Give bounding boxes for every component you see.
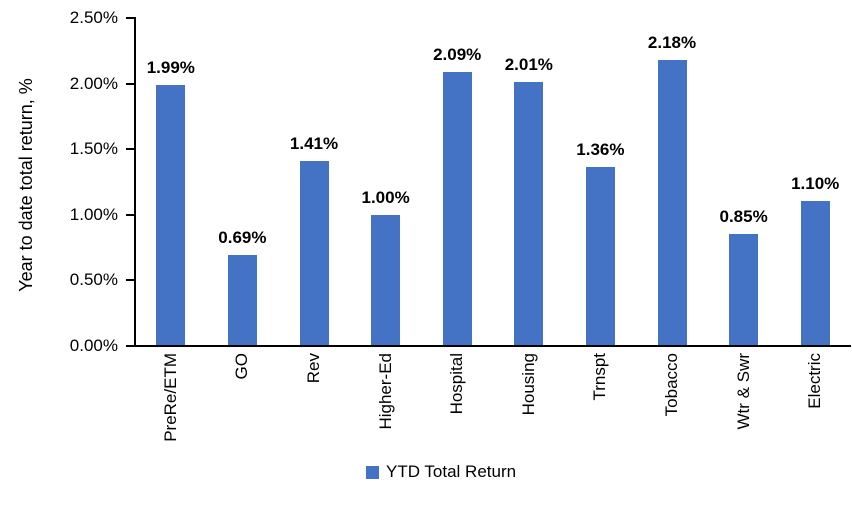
y-tick-label: 1.00% [69,204,118,224]
bar-value-label: 1.99% [146,57,195,77]
y-tick-mark [126,279,135,281]
bar-Wtr & Swr [729,234,759,346]
bar-PreRe/ETM [156,84,186,346]
bar-GO [227,255,257,346]
y-tick-label: 0.50% [69,270,118,289]
bar-Higher-Ed [371,214,401,346]
x-category-label: GO [232,353,252,380]
x-category-label: Housing [518,353,538,416]
x-category-label: Higher-Ed [375,353,395,430]
bar-value-label: 1.41% [289,133,339,153]
x-axis-line [126,344,851,347]
bar-Hospital [442,71,472,346]
legend-label: YTD Total Return [386,462,517,481]
x-category-label: Trnspt [590,353,610,401]
legend: YTD Total Return [366,463,516,481]
x-category-label: PreRe/ETM [160,353,180,442]
y-tick-label: 2.50% [69,8,118,27]
bar-value-label: 1.36% [576,140,625,160]
bar-value-label: 2.09% [433,44,482,64]
x-category-label: Electric [805,353,825,409]
y-tick-mark [126,82,135,85]
bar-value-label: 1.10% [791,174,840,194]
y-tick-label: 2.00% [69,73,118,93]
bar-Rev [299,160,329,346]
y-tick-mark [126,148,135,150]
bar-value-label: 2.01% [504,55,553,75]
y-tick-label: 0.00% [69,335,118,355]
bar-Trnspt [585,167,615,346]
bar-Housing [514,82,544,346]
bar-value-label: 0.69% [218,228,267,248]
x-category-label: Rev [304,353,323,384]
y-tick-label: 1.50% [69,139,118,158]
bar-value-label: 1.00% [361,187,410,207]
bar-Electric [800,201,830,346]
legend-swatch-icon [366,465,379,479]
y-tick-mark [126,17,135,19]
x-category-label: Wtr & Swr [733,353,753,430]
bar-value-label: 2.18% [647,32,697,52]
x-category-label: Tobacco [662,353,681,417]
bar-value-label: 0.85% [719,207,768,227]
y-axis-line [134,17,136,347]
x-category-label: Hospital [447,353,467,415]
bar-Tobacco [657,59,687,346]
y-tick-mark [126,213,135,216]
